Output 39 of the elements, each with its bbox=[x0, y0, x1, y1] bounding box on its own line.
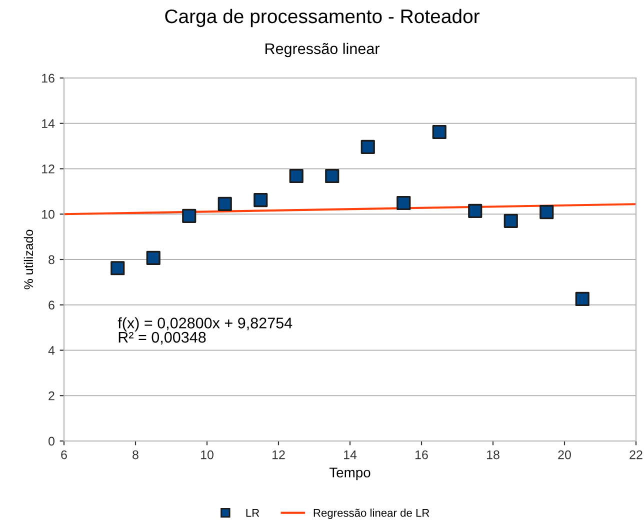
x-tick-label: 20 bbox=[558, 450, 571, 460]
x-tick-label: 22 bbox=[630, 450, 642, 460]
point bbox=[540, 205, 554, 220]
point bbox=[110, 261, 125, 276]
point bbox=[289, 168, 304, 184]
point bbox=[360, 140, 375, 154]
point bbox=[325, 168, 340, 184]
x-tick-label: 18 bbox=[487, 450, 500, 460]
x-tick-label: 12 bbox=[272, 450, 285, 460]
y-tick-label: 4 bbox=[48, 346, 55, 355]
legend-label: LR bbox=[246, 509, 260, 517]
y-axis-title: % utilizado bbox=[24, 230, 34, 290]
y-tick-label: 6 bbox=[48, 300, 54, 310]
point bbox=[575, 292, 590, 306]
point bbox=[432, 124, 446, 140]
y-tick-label: 0 bbox=[48, 436, 54, 446]
x-tick-label: 8 bbox=[132, 450, 138, 460]
x-axis-title: Tempo bbox=[329, 468, 370, 480]
legend-label: Regressão linear de LR bbox=[314, 508, 430, 519]
point bbox=[468, 204, 482, 218]
x-tick-label: 10 bbox=[201, 450, 214, 460]
x-tick-label: 6 bbox=[61, 450, 67, 460]
chart-subtitle: Regressão linear bbox=[266, 42, 380, 58]
point bbox=[504, 214, 518, 228]
x-tick-label: 16 bbox=[416, 450, 428, 460]
y-tick-label: 2 bbox=[48, 391, 54, 400]
annotation: f(x) = 0,02800x + 9,82754 R² = 0,00348 bbox=[118, 317, 292, 344]
point bbox=[218, 196, 232, 211]
x-tick-label: 14 bbox=[344, 450, 357, 460]
y-tick-label: 12 bbox=[42, 164, 54, 174]
y-tick-label: 8 bbox=[48, 255, 54, 264]
y-tick-label: 16 bbox=[42, 74, 54, 83]
point bbox=[182, 208, 196, 223]
point bbox=[396, 196, 411, 210]
point bbox=[146, 250, 160, 265]
y-tick-label: 10 bbox=[42, 210, 54, 219]
point bbox=[254, 193, 268, 208]
y-tick-label: 14 bbox=[42, 119, 55, 128]
chart-title: Carga de processamento - Roteador bbox=[165, 8, 480, 28]
